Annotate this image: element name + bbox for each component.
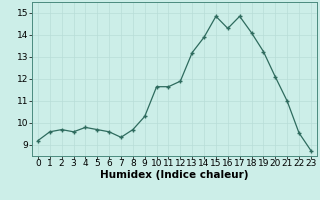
X-axis label: Humidex (Indice chaleur): Humidex (Indice chaleur): [100, 170, 249, 180]
